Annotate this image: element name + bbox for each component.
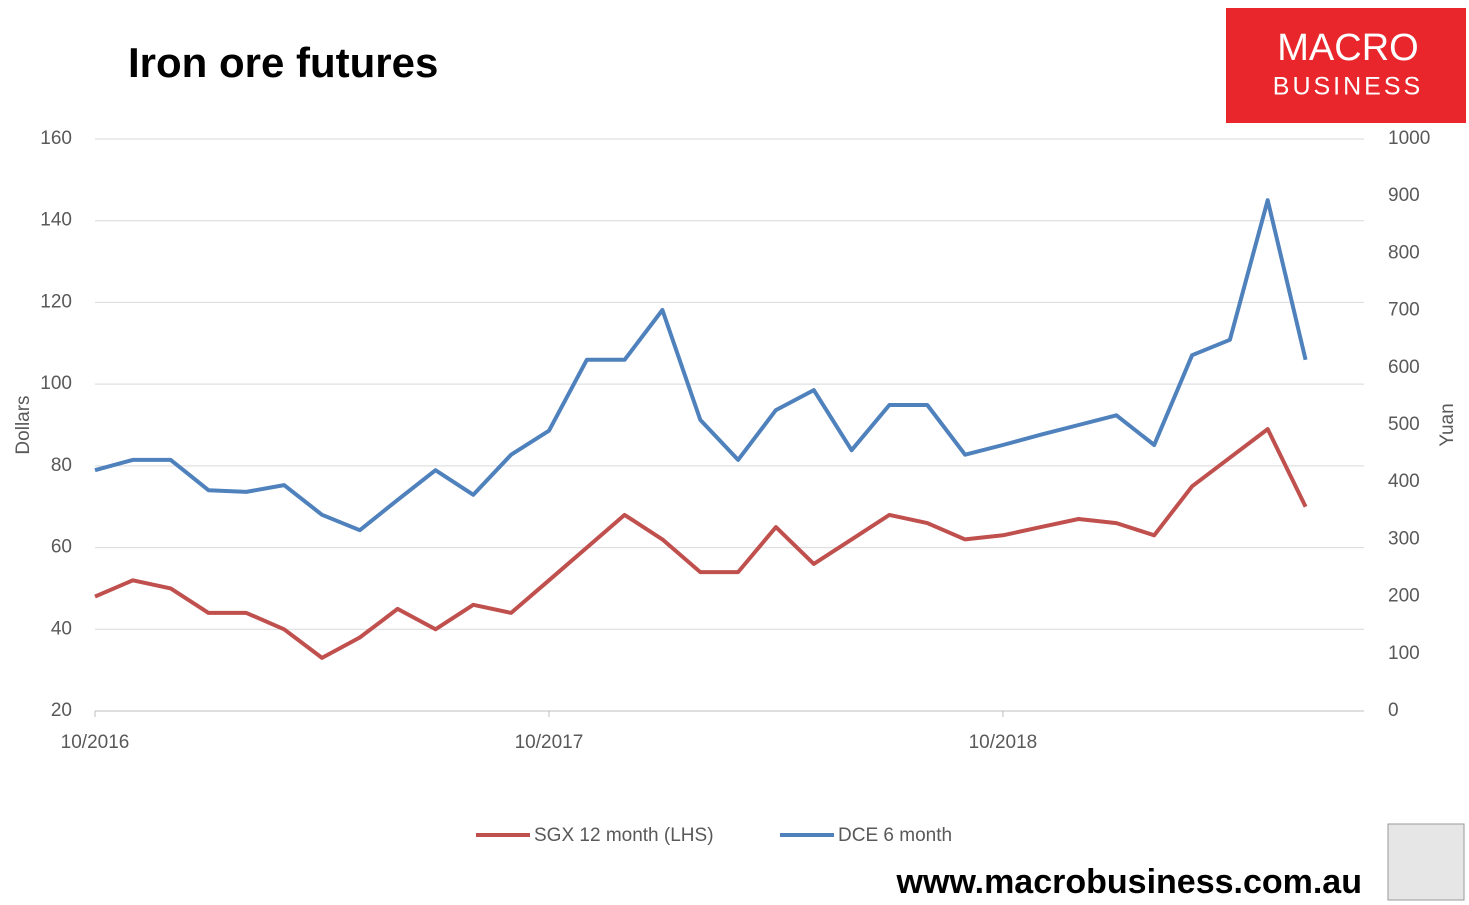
y-tick-label: 80 <box>51 455 72 476</box>
y-tick-label: 100 <box>40 373 72 394</box>
y-axis-title: Dollars <box>13 395 34 454</box>
legend-label: SGX 12 month (LHS) <box>534 825 714 846</box>
y2-tick-label: 500 <box>1388 414 1420 435</box>
y-tick-label: 160 <box>40 128 72 149</box>
y-tick-label: 120 <box>40 291 72 312</box>
logo-text: BUSINESS <box>1273 73 1423 101</box>
website: www.macrobusiness.com.au <box>896 863 1362 901</box>
y2-tick-label: 0 <box>1388 700 1399 721</box>
series-line <box>94 427 1308 660</box>
x-tick-label: 10/2018 <box>969 732 1038 753</box>
y2-tick-label: 200 <box>1388 586 1420 607</box>
y2-tick-label: 100 <box>1388 643 1420 664</box>
fox-logo <box>1387 823 1465 901</box>
x-tick-label: 10/2016 <box>61 732 130 753</box>
y-tick-label: 60 <box>51 537 72 558</box>
y2-tick-label: 800 <box>1388 242 1420 263</box>
y-tick-label: 20 <box>51 700 72 721</box>
legend-label: DCE 6 month <box>838 825 952 846</box>
y2-axis-title: Yuan <box>1437 403 1458 446</box>
y2-tick-label: 600 <box>1388 357 1420 378</box>
y2-tick-label: 400 <box>1388 471 1420 492</box>
logo <box>1226 8 1466 123</box>
y2-tick-label: 700 <box>1388 300 1420 321</box>
y-tick-label: 40 <box>51 618 72 639</box>
y-tick-label: 140 <box>40 210 72 231</box>
x-tick-label: 10/2017 <box>515 732 584 753</box>
y2-tick-label: 300 <box>1388 528 1420 549</box>
y2-tick-label: 900 <box>1388 185 1420 206</box>
chart-title: Iron ore futures <box>128 39 438 86</box>
y2-tick-label: 1000 <box>1388 128 1430 149</box>
series-line <box>94 198 1308 533</box>
logo-text: MACRO <box>1277 27 1418 69</box>
